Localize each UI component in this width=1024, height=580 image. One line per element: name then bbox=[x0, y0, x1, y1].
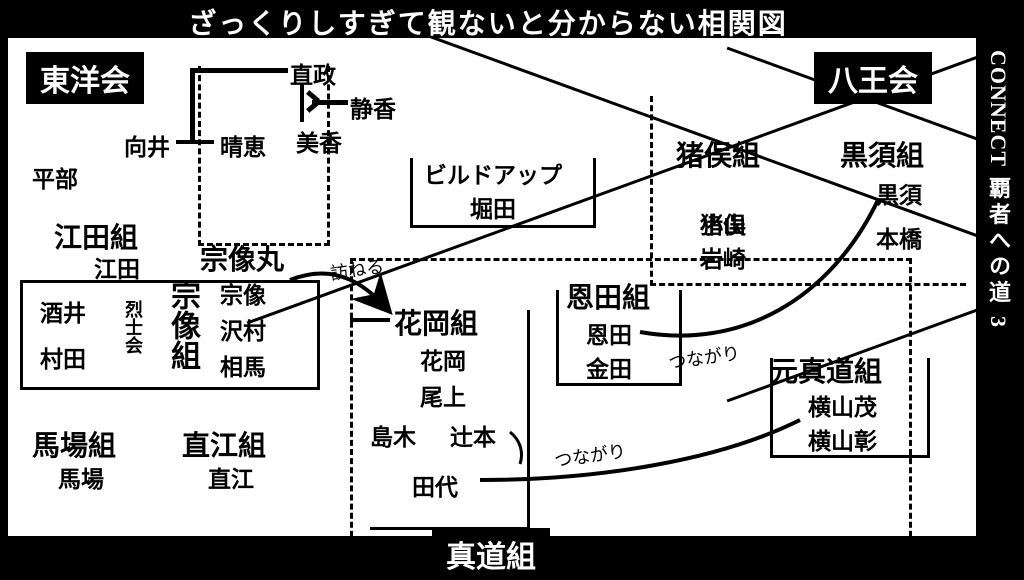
group-hanaokagumi: 花岡組 bbox=[394, 302, 478, 342]
group-kurosugumi: 黒須組 bbox=[840, 134, 924, 174]
group-munakatamaru: 宗像丸 bbox=[200, 238, 284, 278]
person-yokoyama-a: 横山彰 bbox=[808, 422, 877, 456]
group-ondagumi: 恩田組 bbox=[566, 276, 650, 316]
person-kaneda: 金田 bbox=[586, 350, 632, 384]
person-iwasaki: 岩崎 bbox=[700, 240, 746, 274]
line-mukai-harue bbox=[176, 140, 214, 144]
person-eda: 江田 bbox=[94, 250, 140, 284]
person-mukai: 向井 bbox=[124, 128, 170, 162]
group-munakatagumi: 宗像組 bbox=[160, 280, 204, 370]
line-hanaoka-top bbox=[350, 318, 390, 322]
person-motohashi: 本橋 bbox=[876, 220, 922, 254]
org-hachiokai: 八王会 bbox=[814, 52, 932, 104]
person-koyama: 小山 bbox=[700, 206, 746, 240]
person-murata: 村田 bbox=[40, 340, 86, 374]
person-kurosu: 黒須 bbox=[876, 176, 922, 210]
org-toyokai: 東洋会 bbox=[26, 52, 144, 104]
line-top-v bbox=[190, 68, 195, 142]
group-inomatgumi: 猪俣組 bbox=[676, 134, 760, 174]
person-naomasa: 直政 bbox=[290, 56, 336, 90]
side-title: CONNECT 覇者への道 3 bbox=[982, 50, 1018, 331]
person-shizuka: 静香 bbox=[350, 90, 396, 124]
group-motoshindogumi: 元真道組 bbox=[770, 350, 882, 390]
person-onoue: 尾上 bbox=[420, 378, 466, 412]
person-hirabe: 平部 bbox=[32, 160, 78, 194]
group-buildup: ビルドアップ bbox=[424, 156, 562, 190]
person-baba: 馬場 bbox=[58, 460, 104, 494]
diagram-canvas: ざっくりしすぎて観ないと分からない相関図 CONNECT 覇者への道 3 東洋会… bbox=[0, 0, 1024, 576]
org-shindogumi: 真道組 bbox=[432, 528, 550, 580]
person-soma: 相馬 bbox=[220, 348, 266, 382]
person-tsujimoto: 辻本 bbox=[450, 418, 496, 452]
person-yokoyama-s: 横山茂 bbox=[808, 388, 877, 422]
person-tashiro: 田代 bbox=[412, 468, 458, 502]
person-sawamura: 沢村 bbox=[220, 312, 266, 346]
person-hotta: 堀田 bbox=[470, 190, 516, 224]
group-naoegumi: 直江組 bbox=[182, 424, 266, 464]
person-sakai: 酒井 bbox=[40, 294, 86, 328]
person-inomata: 猪俣 bbox=[700, 206, 1024, 240]
person-munakata: 宗像 bbox=[220, 276, 266, 310]
person-shimaki: 島木 bbox=[370, 418, 416, 452]
group-babagumi: 馬場組 bbox=[32, 424, 116, 464]
person-naoe: 直江 bbox=[208, 460, 254, 494]
line-top-h bbox=[190, 68, 288, 73]
person-onda: 恩田 bbox=[586, 316, 632, 350]
person-hanaoka: 花岡 bbox=[420, 342, 466, 376]
group-resshikai: 烈士会 bbox=[120, 300, 146, 354]
person-mika: 美香 bbox=[296, 124, 342, 158]
main-title: ざっくりしすぎて観ないと分からない相関図 bbox=[0, 2, 976, 42]
